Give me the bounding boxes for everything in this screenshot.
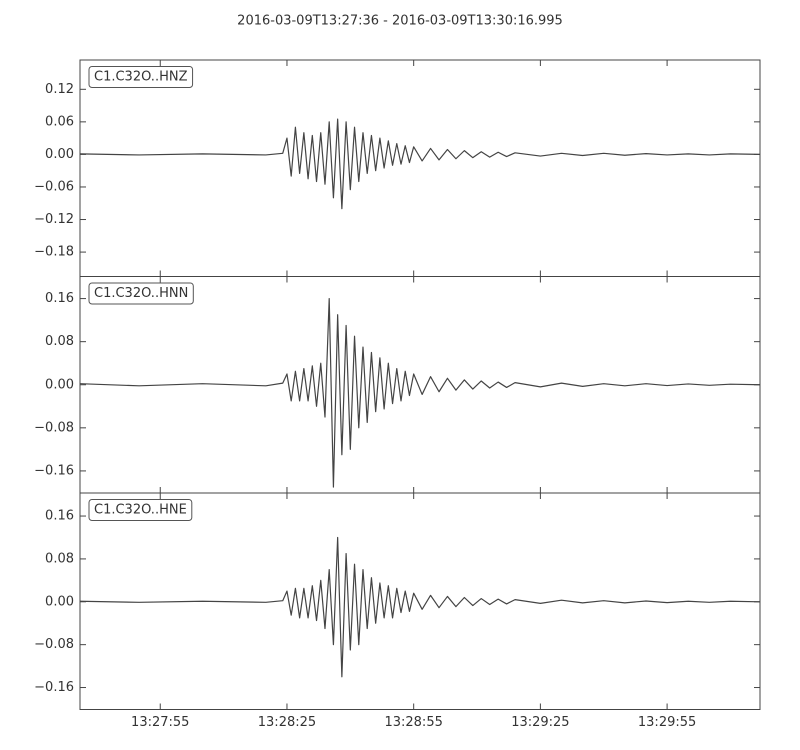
x-tick-label: 13:29:25 [511,715,569,730]
trace-label-box [88,499,193,521]
trace-label: C1.C32O..HNE [94,503,187,518]
trace-label-box [88,66,194,88]
y-tick-label: −0.12 [34,212,74,227]
x-tick-label: 13:28:25 [258,715,316,730]
y-tick-label: −0.06 [34,179,74,194]
y-tick-label: 0.00 [45,147,74,162]
y-tick-label: −0.16 [34,463,74,478]
y-tick-label: 0.06 [45,114,74,129]
y-tick-label: −0.08 [34,420,74,435]
panel-frame [79,59,761,277]
chart-title: 2016-03-09T13:27:36 - 2016-03-09T13:30:1… [237,14,563,29]
x-tick-label: 13:29:55 [638,715,696,730]
waveform [79,118,761,210]
x-tick-label: 13:27:55 [131,715,189,730]
x-tick-label: 13:28:55 [384,715,442,730]
y-tick-label: 0.00 [45,377,74,392]
trace-label: C1.C32O..HNN [94,286,188,301]
y-tick-label: 0.16 [45,291,74,306]
y-tick-label: 0.08 [45,551,74,566]
trace-label-box [88,282,194,305]
waveform [79,536,761,678]
y-tick-label: 0.12 [45,82,74,97]
y-tick-label: −0.18 [34,245,74,260]
y-tick-label: −0.08 [34,637,74,652]
y-tick-label: −0.16 [34,680,74,695]
y-tick-label: 0.08 [45,334,74,349]
trace-label: C1.C32O..HNZ [94,70,188,85]
waveform [79,297,761,488]
y-tick-label: 0.16 [45,509,74,524]
y-tick-label: 0.00 [45,594,74,609]
